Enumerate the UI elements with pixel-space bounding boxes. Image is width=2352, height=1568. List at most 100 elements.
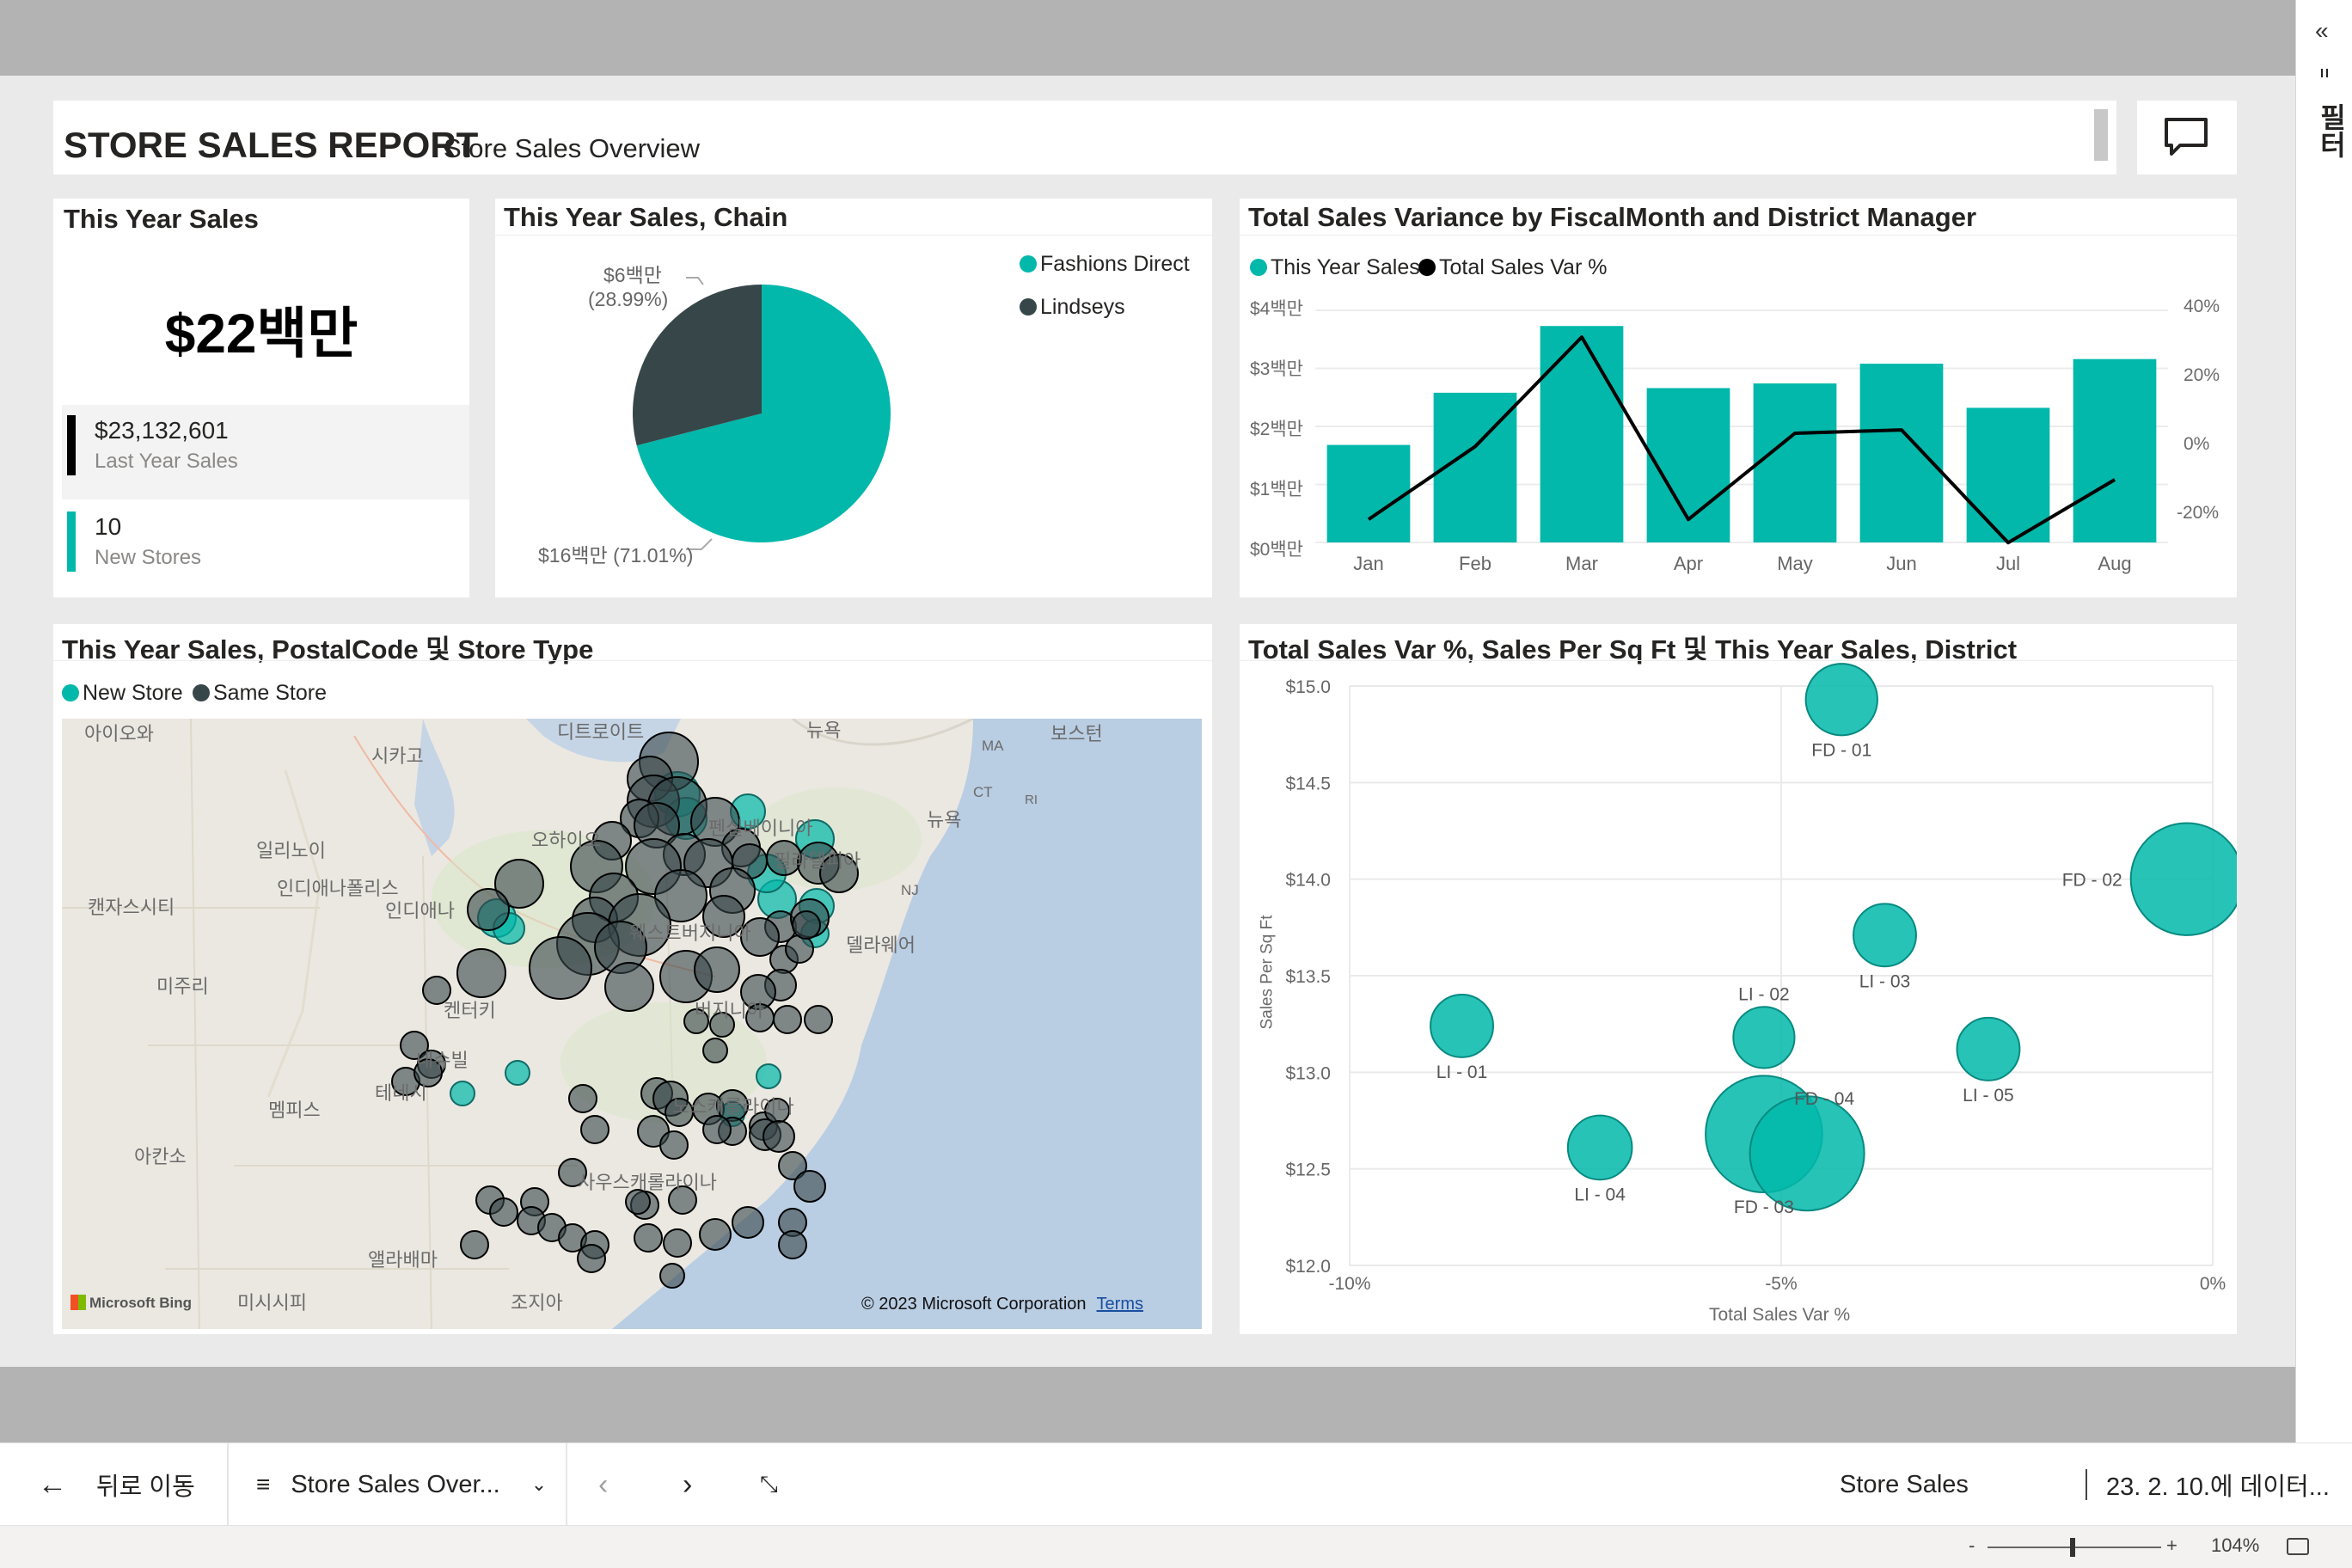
same-store-bubble[interactable]	[709, 1012, 735, 1038]
same-store-bubble[interactable]	[819, 854, 859, 893]
same-store-bubble[interactable]	[694, 946, 740, 993]
map-place-label: 인디애나폴리스	[277, 878, 399, 899]
y-axis-label: Sales Per Sq Ft	[1258, 915, 1277, 1030]
previous-page-button[interactable]: ‹	[598, 1443, 608, 1526]
same-store-bubble[interactable]	[494, 859, 544, 909]
zoom-slider-thumb[interactable]	[2070, 1538, 2075, 1557]
same-store-bubble[interactable]	[732, 1206, 764, 1239]
same-store-bubble[interactable]	[558, 1158, 587, 1187]
chevron-right-icon: ›	[683, 1467, 693, 1501]
district-bubble-li05[interactable]	[1956, 1016, 2021, 1081]
kpi-row-last-year: $23,132,601 Last Year Sales	[62, 405, 469, 499]
back-button[interactable]: ← 뒤로 이동	[38, 1443, 195, 1526]
same-store-bubble[interactable]	[659, 1130, 689, 1160]
same-store-bubble[interactable]	[413, 1058, 443, 1087]
variance-card[interactable]: Total Sales Variance by FiscalMonth and …	[1240, 199, 2237, 597]
same-store-bubble[interactable]	[683, 1008, 709, 1034]
same-store-bubble[interactable]	[625, 1189, 651, 1215]
terms-link[interactable]: Terms	[1096, 1295, 1143, 1314]
same-store-bubble[interactable]	[792, 910, 821, 940]
same-store-bubble[interactable]	[702, 1115, 732, 1144]
comment-button[interactable]	[2137, 101, 2237, 175]
page-select-dropdown[interactable]: ≡ Store Sales Over... ⌄	[256, 1443, 547, 1526]
legend-lindseys[interactable]: Lindseys	[1020, 295, 1125, 320]
filter-pane-label[interactable]: 필터	[2316, 103, 2347, 158]
same-store-bubble[interactable]	[763, 1120, 795, 1153]
chevron-down-icon: ⌄	[530, 1473, 548, 1495]
zoom-out-button[interactable]: -	[1969, 1534, 1975, 1556]
same-store-bubble[interactable]	[778, 1230, 807, 1259]
same-store-bubble[interactable]	[634, 1223, 663, 1253]
district-bubble-fd02[interactable]	[2129, 822, 2237, 936]
same-store-bubble[interactable]	[467, 888, 510, 931]
same-store-bubble[interactable]	[702, 1038, 728, 1063]
same-store-bubble[interactable]	[456, 948, 506, 998]
kpi-bar	[67, 415, 76, 475]
next-page-button[interactable]: ›	[683, 1443, 692, 1526]
same-store-bubble[interactable]	[422, 976, 451, 1005]
map-view[interactable]: 아이오와 시카고 디트로이트 뉴욕 보스턴 일리노이 인디애나폴리스 인디애나 …	[62, 719, 1202, 1329]
collapse-pane-icon[interactable]: «	[2315, 17, 2329, 44]
bar-may[interactable]	[1753, 383, 1837, 542]
new-store-bubble[interactable]	[756, 1063, 781, 1089]
filter-pane[interactable]: « 필터	[2295, 0, 2352, 1442]
legend-this-year-sales[interactable]: This Year Sales	[1250, 255, 1420, 280]
bar-mar[interactable]	[1540, 326, 1624, 542]
pie-slice-fashions-direct[interactable]	[636, 285, 891, 542]
chain-pie-card[interactable]: This Year Sales, Chain Fashions Direct L…	[495, 199, 1212, 597]
legend-new-store[interactable]: New Store	[62, 681, 183, 706]
same-store-bubble[interactable]	[773, 1005, 802, 1034]
total-sales-var-line[interactable]	[1367, 335, 2116, 545]
same-store-bubble[interactable]	[529, 936, 592, 1000]
same-store-bubble[interactable]	[580, 1115, 609, 1144]
bar-jan[interactable]	[1326, 444, 1411, 542]
scatter-chart[interactable]: $15.0 $14.5 $14.0 $13.5 $13.0 $12.5 $12.0-10% -…	[1240, 624, 2237, 1334]
new-store-bubble[interactable]	[505, 1060, 530, 1086]
map-card[interactable]: This Year Sales, PostalCode 및 Store Type…	[53, 624, 1212, 1334]
district-bubble-li01[interactable]	[1430, 993, 1494, 1058]
same-store-bubble[interactable]	[699, 1218, 732, 1251]
district-bubble-li04[interactable]	[1566, 1114, 1633, 1181]
fit-to-page-button[interactable]: ⤡	[760, 1443, 778, 1526]
zoom-in-button[interactable]: +	[2166, 1534, 2177, 1556]
district-bubble-fd01[interactable]	[1804, 663, 1878, 737]
pie-slice-lindseys[interactable]	[633, 285, 762, 446]
same-store-bubble[interactable]	[577, 1244, 606, 1273]
bar-aug[interactable]	[2073, 358, 2157, 542]
header-scrollbar[interactable]	[2094, 109, 2108, 161]
legend-total-sales-var[interactable]: Total Sales Var %	[1418, 255, 1607, 280]
data-refresh-info[interactable]: 23. 2. 10.에 데이터...	[2106, 1473, 2330, 1501]
district-label: LI - 01	[1436, 1063, 1488, 1082]
same-store-bubble[interactable]	[460, 1230, 489, 1259]
same-store-bubble[interactable]	[778, 1151, 807, 1180]
bar-jul[interactable]	[1966, 407, 2050, 542]
same-store-bubble[interactable]	[604, 962, 654, 1012]
same-store-bubble[interactable]	[568, 1084, 597, 1113]
same-store-bubble[interactable]	[793, 1170, 826, 1203]
same-store-bubble[interactable]	[659, 1263, 685, 1289]
district-bubble-fd04[interactable]	[1749, 1095, 1865, 1212]
district-bubble-li02[interactable]	[1732, 1006, 1796, 1069]
pie-chart[interactable]	[495, 199, 1212, 597]
same-store-bubble[interactable]	[668, 1185, 697, 1215]
same-store-bubble[interactable]	[785, 934, 814, 964]
bar-jun[interactable]	[1859, 364, 1944, 542]
same-store-bubble[interactable]	[740, 917, 780, 957]
scatter-card[interactable]: Total Sales Var %, Sales Per Sq Ft 및 Thi…	[1240, 624, 2237, 1334]
district-bubble-li03[interactable]	[1853, 903, 1917, 968]
legend-same-store[interactable]: Same Store	[193, 681, 327, 706]
same-store-bubble[interactable]	[702, 895, 745, 938]
new-store-bubble[interactable]	[450, 1081, 475, 1106]
same-store-bubble[interactable]	[400, 1031, 429, 1060]
this-year-sales-card[interactable]: This Year Sales $22백만 $23,132,601 Last Y…	[53, 199, 469, 597]
same-store-bubble[interactable]	[489, 1197, 518, 1227]
same-store-bubble[interactable]	[804, 1005, 833, 1034]
kpi-row-value: $23,132,601	[95, 417, 229, 444]
legend-fashions-direct[interactable]: Fashions Direct	[1020, 252, 1190, 277]
variance-chart[interactable]: Jan Feb Mar Apr May Jun Jul Aug	[1240, 199, 2237, 597]
fit-screen-icon[interactable]	[2287, 1538, 2309, 1555]
map-bubbles[interactable]	[62, 719, 1202, 1329]
y-right-tick: 40%	[2184, 297, 2220, 316]
same-store-bubble[interactable]	[663, 1228, 692, 1258]
same-store-bubble[interactable]	[654, 869, 707, 922]
